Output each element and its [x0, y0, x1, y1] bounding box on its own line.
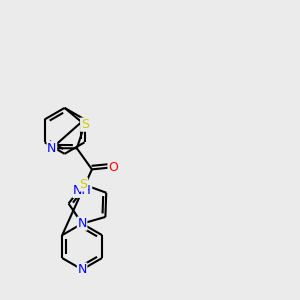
Text: N: N	[47, 142, 57, 155]
Text: O: O	[108, 161, 118, 174]
Text: NH: NH	[73, 184, 92, 197]
Text: S: S	[81, 118, 89, 131]
Text: N: N	[77, 263, 87, 276]
Text: N: N	[77, 217, 87, 230]
Text: S: S	[80, 178, 88, 191]
